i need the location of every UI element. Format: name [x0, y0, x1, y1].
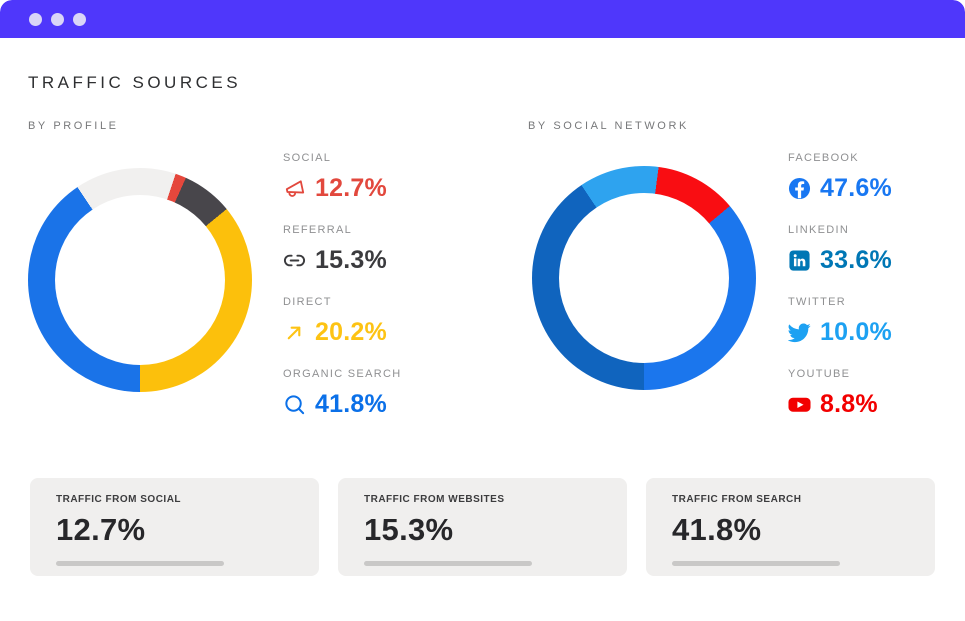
legend-item-referral: REFERRAL 15.3% — [283, 224, 401, 275]
youtube-icon — [788, 393, 811, 416]
card-value: 15.3% — [364, 512, 454, 547]
social-network-legend: FACEBOOK 47.6% LINKEDIN — [788, 152, 892, 440]
legend-item-social: SOCIAL 12.7% — [283, 152, 401, 203]
linkedin-icon — [788, 249, 811, 272]
legend-label: ORGANIC SEARCH — [283, 368, 402, 380]
card-label: TRAFFIC FROM SEARCH — [672, 494, 802, 505]
legend-label: FACEBOOK — [788, 152, 859, 164]
progress-track — [672, 561, 841, 566]
card-label: TRAFFIC FROM WEBSITES — [364, 494, 505, 505]
megaphone-icon — [283, 177, 306, 200]
legend-label: LINKEDIN — [788, 224, 850, 236]
search-icon — [283, 393, 306, 416]
legend-label: REFERRAL — [283, 224, 353, 236]
section-title-by-profile: BY PROFILE — [28, 120, 119, 132]
donut-hole — [55, 195, 225, 365]
arrow-up-right-icon — [283, 321, 306, 344]
page-title: TRAFFIC SOURCES — [28, 73, 242, 92]
card-value: 12.7% — [56, 512, 146, 547]
legend-value: 8.8% — [820, 389, 878, 418]
profile-donut-chart — [28, 168, 252, 392]
legend-item-twitter: TWITTER 10.0% — [788, 296, 892, 347]
legend-item-facebook: FACEBOOK 47.6% — [788, 152, 892, 203]
card-label: TRAFFIC FROM SOCIAL — [56, 494, 182, 505]
progress-track — [364, 561, 533, 566]
legend-value: 15.3% — [315, 245, 387, 274]
legend-item-direct: DIRECT 20.2% — [283, 296, 401, 347]
stat-cards-row: TRAFFIC FROM SOCIAL 12.7% TRAFFIC FROM W… — [30, 478, 935, 576]
card-traffic-from-websites: TRAFFIC FROM WEBSITES 15.3% — [338, 478, 627, 576]
twitter-icon — [788, 321, 811, 344]
legend-value: 12.7% — [315, 173, 387, 202]
legend-value: 47.6% — [820, 173, 892, 202]
legend-item-organic-search: ORGANIC SEARCH 41.8% — [283, 368, 401, 419]
window-control-dot[interactable] — [51, 12, 64, 26]
donut-hole — [559, 193, 729, 363]
legend-value: 20.2% — [315, 317, 387, 346]
progress-track — [56, 561, 225, 566]
legend-label: DIRECT — [283, 296, 332, 308]
section-title-by-social-network: BY SOCIAL NETWORK — [528, 120, 689, 132]
legend-item-youtube: YOUTUBE 8.8% — [788, 368, 892, 419]
link-icon — [283, 249, 306, 272]
window-control-dot[interactable] — [29, 12, 42, 26]
window-titlebar — [0, 0, 965, 38]
legend-label: YOUTUBE — [788, 368, 851, 380]
legend-value: 41.8% — [315, 389, 387, 418]
legend-item-linkedin: LINKEDIN 33.6% — [788, 224, 892, 275]
card-value: 41.8% — [672, 512, 762, 547]
card-traffic-from-search: TRAFFIC FROM SEARCH 41.8% — [646, 478, 935, 576]
social-network-donut-chart — [532, 166, 756, 390]
card-traffic-from-social: TRAFFIC FROM SOCIAL 12.7% — [30, 478, 319, 576]
window-control-dot[interactable] — [73, 12, 86, 26]
legend-label: TWITTER — [788, 296, 846, 308]
legend-value: 33.6% — [820, 245, 892, 274]
legend-value: 10.0% — [820, 317, 892, 346]
legend-label: SOCIAL — [283, 152, 332, 164]
facebook-icon — [788, 177, 811, 200]
profile-legend: SOCIAL 12.7% REFERRAL — [283, 152, 401, 440]
